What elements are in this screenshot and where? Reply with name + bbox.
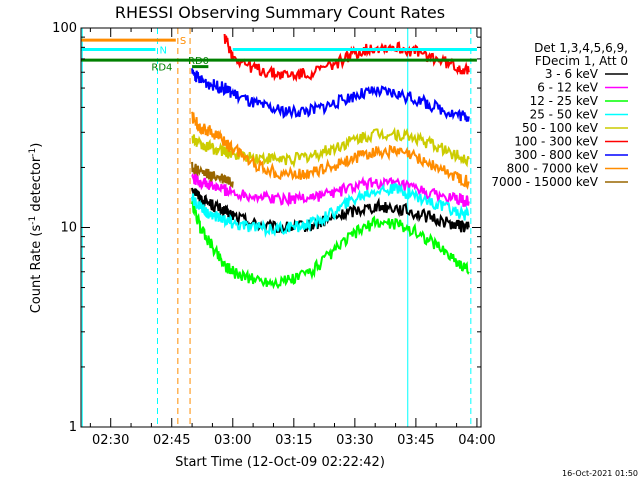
- legend-entry-100-300-kev: 100 - 300 keV: [514, 135, 628, 149]
- legend-label: 12 - 25 keV: [530, 94, 599, 108]
- legend: Det 1,3,4,5,6,9, FDecim 1, Att 0 3 - 6 k…: [491, 41, 628, 189]
- x-tick-label: 03:45: [397, 433, 434, 448]
- legend-label: 50 - 100 keV: [522, 121, 599, 135]
- series-line-7000-15000-kev: [191, 161, 234, 189]
- series-50-100-kev: [191, 126, 470, 169]
- series-line-800-7000-kev: [191, 111, 470, 190]
- legend-label: 25 - 50 keV: [530, 108, 599, 122]
- legend-label: 7000 - 15000 keV: [491, 175, 598, 189]
- y-tick-label: 100: [52, 21, 77, 36]
- legend-entry-6-12-kev: 6 - 12 keV: [537, 81, 628, 95]
- legend-entry-7000-15000-kev: 7000 - 15000 keV: [491, 175, 628, 189]
- flag-rd0: RD0: [81, 56, 477, 67]
- legend-label: 3 - 6 keV: [545, 67, 599, 81]
- legend-header-2: FDecim 1, Att 0: [535, 54, 628, 68]
- y-tick-label: 1: [69, 420, 77, 435]
- series-line-50-100-kev: [191, 126, 470, 169]
- x-tick-label: 03:00: [214, 433, 251, 448]
- series-layer: [191, 33, 470, 290]
- legend-label: 100 - 300 keV: [514, 135, 598, 149]
- legend-label: 300 - 800 keV: [514, 148, 598, 162]
- flag-label: S: [180, 36, 186, 47]
- series-300-800-kev: [191, 68, 470, 122]
- series-6-12-kev: [191, 172, 470, 207]
- series-line-300-800-kev: [191, 68, 470, 122]
- y-axis-label-tail: detector: [29, 156, 44, 216]
- flag-label: N: [160, 46, 167, 57]
- x-tick-label: 02:45: [153, 433, 190, 448]
- y-axis-label-main: Count Rate (s: [29, 225, 44, 314]
- series-line-3-6-kev: [191, 187, 470, 235]
- series-3-6-kev: [191, 187, 470, 235]
- flag-rd4: RD4: [151, 63, 209, 74]
- legend-label: 6 - 12 keV: [537, 81, 599, 95]
- legend-label: 800 - 7000 keV: [507, 162, 599, 176]
- series-7000-15000-kev: [191, 161, 234, 189]
- x-tick-label: 03:15: [275, 433, 312, 448]
- series-25-50-kev: [191, 182, 470, 239]
- x-tick-label: 02:30: [92, 433, 129, 448]
- legend-entry-12-25-kev: 12 - 25 keV: [530, 94, 628, 108]
- x-axis: 02:30 02:45 03:00 03:15 03:30 03:45 04:00: [89, 28, 496, 448]
- series-line-12-25-kev: [191, 200, 470, 290]
- legend-entry-3-6-kev: 3 - 6 keV: [545, 67, 628, 81]
- series-line-6-12-kev: [191, 172, 470, 207]
- flag-n: N: [81, 46, 477, 57]
- y-tick-label: 10: [60, 221, 77, 236]
- series-line-25-50-kev: [191, 182, 470, 239]
- legend-entry-800-7000-kev: 800 - 7000 keV: [507, 162, 628, 176]
- generated-timestamp: 16-Oct-2021 01:50: [562, 469, 638, 478]
- y-axis-label-sup: -1: [28, 216, 38, 225]
- x-tick-label: 03:30: [336, 433, 373, 448]
- legend-entry-50-100-kev: 50 - 100 keV: [522, 121, 628, 135]
- chart-title: RHESSI Observing Summary Count Rates: [115, 3, 445, 22]
- x-axis-label: Start Time (12-Oct-09 02:22:42): [175, 455, 385, 470]
- y-axis-label-sup2: -1: [28, 148, 38, 157]
- x-tick-label: 04:00: [458, 433, 495, 448]
- legend-entry-25-50-kev: 25 - 50 keV: [530, 108, 628, 122]
- series-12-25-kev: [191, 200, 470, 290]
- flag-s: S: [81, 36, 186, 47]
- y-axis-label: Count Rate (s-1 detector-1): [28, 143, 44, 314]
- flags-layer: S N RD0 RD4: [81, 36, 477, 74]
- legend-entry-300-800-kev: 300 - 800 keV: [514, 148, 628, 162]
- series-800-7000-kev: [191, 111, 470, 190]
- legend-header-1: Det 1,3,4,5,6,9,: [534, 41, 628, 55]
- flag-label: RD0: [188, 56, 209, 67]
- y-axis-label-close: ): [29, 143, 44, 148]
- flag-label: RD4: [151, 63, 172, 74]
